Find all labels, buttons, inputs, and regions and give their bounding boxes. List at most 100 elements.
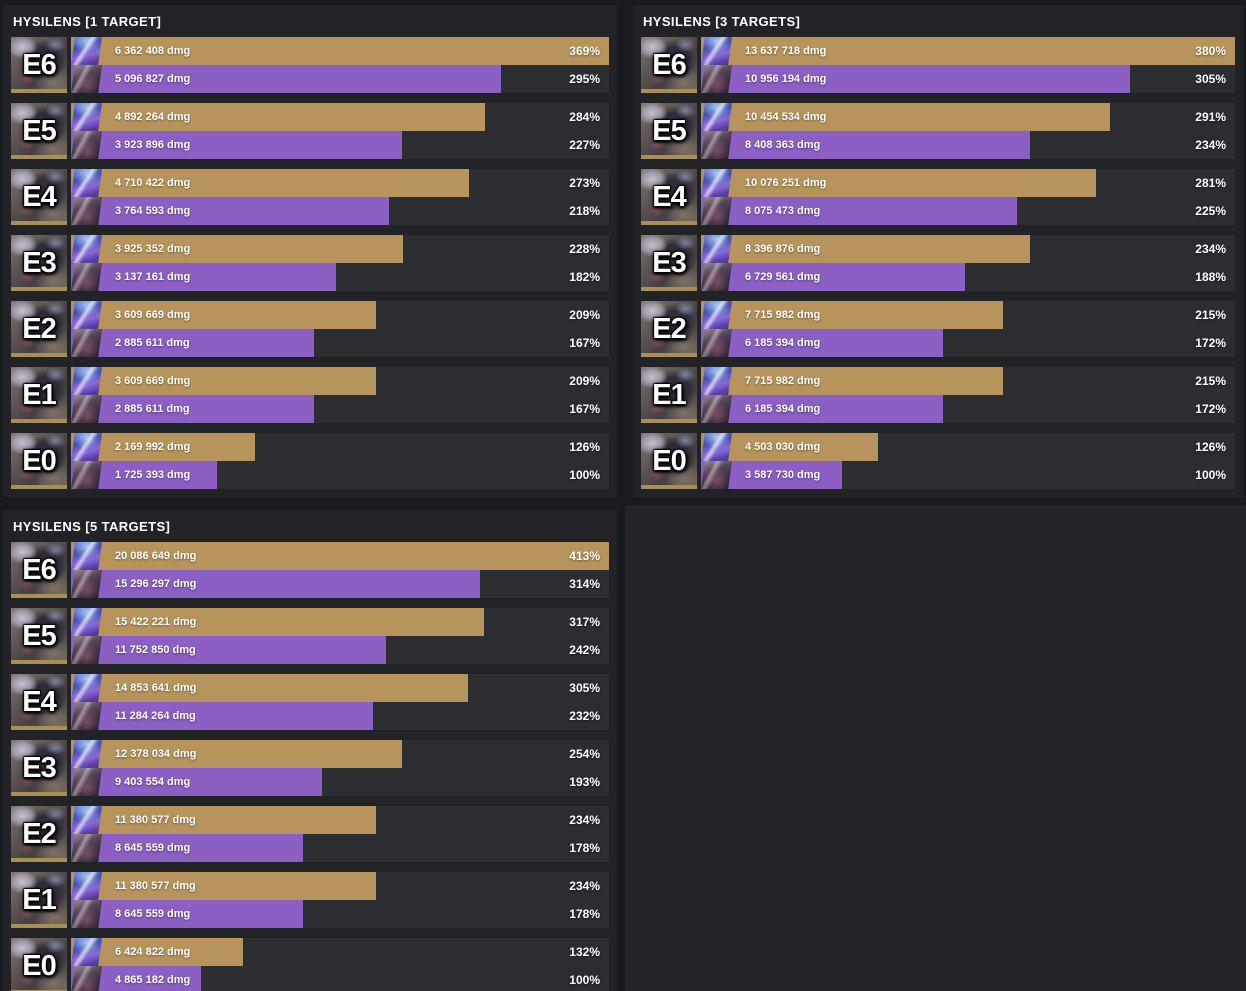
purple-damage-bar: 2 885 611 dmg: [71, 329, 315, 357]
purple-damage-value: 8 075 473 dmg: [745, 205, 821, 217]
eidolon-label: E4: [22, 685, 56, 718]
alternate-lightcone-icon: [71, 900, 107, 928]
purple-damage-bar: 4 865 182 dmg: [71, 966, 202, 991]
gold-damage-percent: 234%: [569, 813, 600, 827]
alternate-lightcone-icon: [71, 702, 107, 730]
gold-damage-value: 10 076 251 dmg: [745, 177, 827, 189]
alternate-lightcone-icon: [701, 197, 737, 225]
rarity-strip: [641, 89, 697, 93]
purple-bar-track: 3 587 730 dmg 100%: [701, 461, 1235, 489]
purple-damage-percent: 242%: [569, 643, 600, 657]
eidolon-label: E6: [652, 48, 686, 81]
purple-damage-bar: 8 645 559 dmg: [71, 834, 303, 862]
eidolon-row: E4 14 853 641 dmg 305% 11 284 264 dmg 23…: [11, 674, 609, 730]
purple-damage-bar: 9 403 554 dmg: [71, 768, 323, 796]
gold-damage-bar: 8 396 876 dmg: [701, 235, 1030, 263]
eidolon-row: E3 12 378 034 dmg 254% 9 403 554 dmg 193…: [11, 740, 609, 796]
character-avatar: E3: [11, 740, 67, 796]
character-portrait: [11, 433, 67, 489]
purple-bar-track: 9 403 554 dmg 193%: [71, 768, 609, 796]
character-avatar: E1: [11, 367, 67, 423]
eidolon-label: E3: [22, 246, 56, 279]
purple-bar-track: 11 752 850 dmg 242%: [71, 636, 609, 664]
purple-damage-value: 9 403 554 dmg: [115, 776, 191, 788]
rarity-strip: [641, 287, 697, 291]
gold-damage-value: 6 362 408 dmg: [115, 45, 191, 57]
gold-bar-track: 4 892 264 dmg 284%: [71, 103, 609, 131]
rarity-strip: [11, 858, 67, 862]
rarity-strip: [11, 924, 67, 928]
eidolon-row: E0 2 169 992 dmg 126% 1 725 393 dmg 100%: [11, 433, 609, 489]
character-avatar: E6: [11, 542, 67, 598]
character-avatar: E6: [11, 37, 67, 93]
character-avatar: E1: [641, 367, 697, 423]
gold-damage-value: 4 503 030 dmg: [745, 441, 821, 453]
purple-damage-value: 2 885 611 dmg: [115, 403, 190, 415]
alternate-lightcone-icon: [71, 131, 107, 159]
alternate-lightcone-icon: [71, 570, 107, 598]
eidolon-label: E3: [652, 246, 686, 279]
signature-lightcone-icon: [71, 674, 107, 702]
gold-damage-bar: 2 169 992 dmg: [71, 433, 255, 461]
purple-bar-track: 15 296 297 dmg 314%: [71, 570, 609, 598]
purple-damage-bar: 6 185 394 dmg: [701, 395, 943, 423]
character-portrait: [641, 37, 697, 93]
bars-strip: 14 853 641 dmg 305% 11 284 264 dmg 232%: [71, 674, 609, 730]
character-avatar: E2: [11, 301, 67, 357]
gold-damage-bar: 4 892 264 dmg: [71, 103, 486, 131]
gold-damage-bar: 10 076 251 dmg: [701, 169, 1096, 197]
purple-bar-track: 5 096 827 dmg 295%: [71, 65, 609, 93]
purple-damage-bar: 11 284 264 dmg: [71, 702, 374, 730]
purple-bar-track: 2 885 611 dmg 167%: [71, 329, 609, 357]
gold-damage-value: 7 715 982 dmg: [745, 375, 821, 387]
signature-lightcone-icon: [71, 433, 107, 461]
purple-damage-value: 8 408 363 dmg: [745, 139, 821, 151]
signature-lightcone-icon: [71, 872, 107, 900]
character-portrait: [11, 938, 67, 991]
purple-damage-bar: 3 923 896 dmg: [71, 131, 402, 159]
eidolon-row: E1 3 609 669 dmg 209% 2 885 611 dmg 167%: [11, 367, 609, 423]
damage-panel: HYSILENS [1 TARGET] E6 6 362 408 dmg 369…: [0, 0, 625, 505]
alternate-lightcone-icon: [701, 65, 737, 93]
character-avatar: E0: [11, 433, 67, 489]
character-portrait: [641, 367, 697, 423]
rarity-strip: [641, 221, 697, 225]
purple-damage-percent: 100%: [569, 973, 600, 987]
character-avatar: E0: [641, 433, 697, 489]
gold-damage-percent: 209%: [569, 308, 600, 322]
signature-lightcone-icon: [701, 235, 737, 263]
signature-lightcone-icon: [71, 169, 107, 197]
eidolon-row: E5 15 422 221 dmg 317% 11 752 850 dmg 24…: [11, 608, 609, 664]
rarity-strip: [641, 353, 697, 357]
gold-damage-bar: 14 853 641 dmg: [71, 674, 469, 702]
purple-bar-track: 3 764 593 dmg 218%: [71, 197, 609, 225]
bars-strip: 15 422 221 dmg 317% 11 752 850 dmg 242%: [71, 608, 609, 664]
character-portrait: [11, 806, 67, 862]
character-avatar: E2: [11, 806, 67, 862]
gold-damage-bar: 20 086 649 dmg: [71, 542, 609, 570]
gold-damage-bar: 11 380 577 dmg: [71, 806, 376, 834]
eidolon-label: E2: [22, 312, 56, 345]
gold-damage-value: 7 715 982 dmg: [745, 309, 821, 321]
alternate-lightcone-icon: [71, 768, 107, 796]
purple-damage-value: 11 752 850 dmg: [115, 644, 196, 656]
gold-damage-bar: 4 710 422 dmg: [71, 169, 469, 197]
eidolon-row: E5 4 892 264 dmg 284% 3 923 896 dmg 227%: [11, 103, 609, 159]
eidolon-label: E5: [22, 114, 56, 147]
purple-damage-percent: 218%: [569, 204, 600, 218]
rarity-strip: [11, 155, 67, 159]
gold-damage-bar: 12 378 034 dmg: [71, 740, 402, 768]
purple-damage-percent: 172%: [1195, 336, 1226, 350]
eidolon-row: E2 3 609 669 dmg 209% 2 885 611 dmg 167%: [11, 301, 609, 357]
purple-damage-percent: 234%: [1195, 138, 1226, 152]
eidolon-row: E4 4 710 422 dmg 273% 3 764 593 dmg 218%: [11, 169, 609, 225]
alternate-lightcone-icon: [701, 131, 737, 159]
alternate-lightcone-icon: [71, 197, 107, 225]
character-avatar: E1: [11, 872, 67, 928]
eidolon-row: E6 20 086 649 dmg 413% 15 296 297 dmg 31…: [11, 542, 609, 598]
signature-lightcone-icon: [701, 433, 737, 461]
character-portrait: [641, 433, 697, 489]
gold-damage-percent: 284%: [569, 110, 600, 124]
purple-damage-value: 5 096 827 dmg: [115, 73, 191, 85]
